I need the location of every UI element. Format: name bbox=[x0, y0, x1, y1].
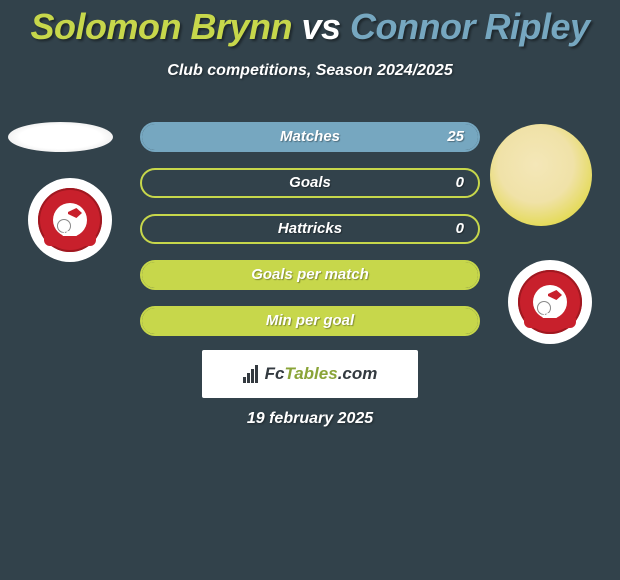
stat-label: Goals bbox=[142, 170, 478, 196]
stat-row: Hattricks0 bbox=[140, 214, 480, 244]
stats-list: Matches25Goals0Hattricks0Goals per match… bbox=[140, 122, 480, 352]
brand-fc: Fc bbox=[265, 364, 285, 383]
brand-com: .com bbox=[338, 364, 378, 383]
player2-avatar bbox=[490, 124, 592, 226]
brand-chart-icon bbox=[243, 365, 261, 383]
stat-value-player2: 25 bbox=[447, 124, 464, 150]
comparison-title: Solomon Brynn vs Connor Ripley bbox=[0, 0, 620, 48]
player2-name: Connor Ripley bbox=[350, 6, 590, 47]
subtitle: Club competitions, Season 2024/2025 bbox=[0, 62, 620, 80]
player1-name: Solomon Brynn bbox=[30, 6, 292, 47]
stat-value-player2: 0 bbox=[456, 170, 464, 196]
player1-club-crest: 1879 bbox=[28, 178, 112, 262]
snapshot-date: 19 february 2025 bbox=[0, 410, 620, 428]
stat-row: Min per goal bbox=[140, 306, 480, 336]
stat-row: Matches25 bbox=[140, 122, 480, 152]
stat-label: Matches bbox=[142, 124, 478, 150]
stat-label: Goals per match bbox=[142, 262, 478, 288]
brand-watermark: FcTables.com bbox=[202, 350, 418, 398]
player1-avatar bbox=[8, 122, 113, 152]
stat-value-player2: 0 bbox=[456, 216, 464, 242]
stat-label: Min per goal bbox=[142, 308, 478, 334]
brand-tables: Tables bbox=[284, 364, 337, 383]
stat-row: Goals0 bbox=[140, 168, 480, 198]
vs-separator: vs bbox=[301, 6, 340, 47]
stat-row: Goals per match bbox=[140, 260, 480, 290]
stat-label: Hattricks bbox=[142, 216, 478, 242]
player2-club-crest: 1879 bbox=[508, 260, 592, 344]
